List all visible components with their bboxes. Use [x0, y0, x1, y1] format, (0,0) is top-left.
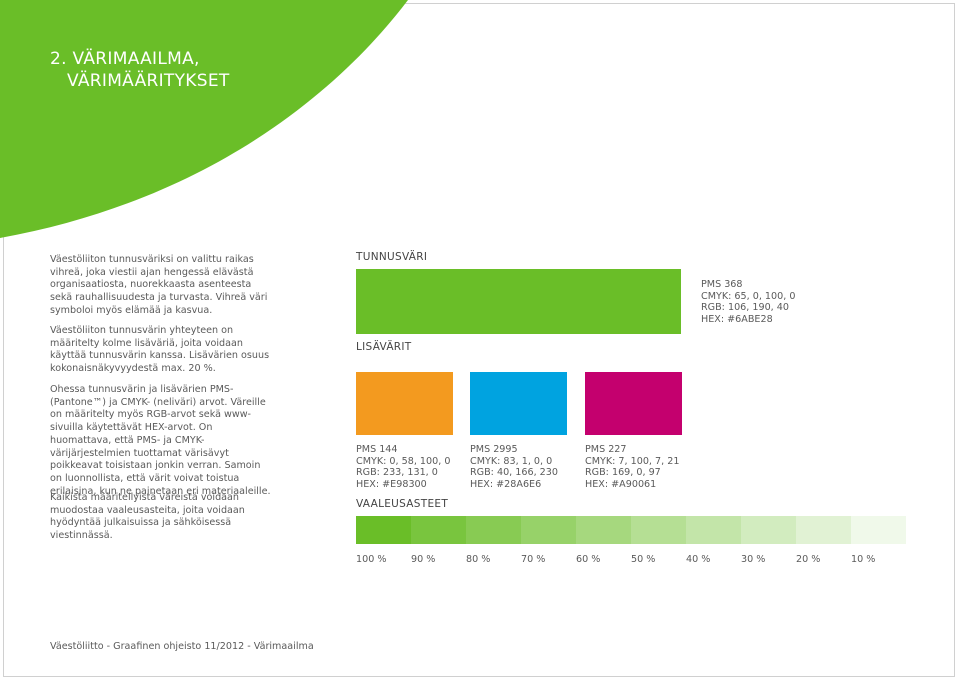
- magenta-swatch: [585, 372, 682, 435]
- primary-pms: PMS 368: [701, 279, 743, 290]
- footer-text: Väestöliitto - Graafinen ohjeisto 11/201…: [50, 641, 314, 652]
- tint-label-90: 90 %: [411, 554, 436, 565]
- intro-paragraph-2: Väestöliiton tunnusvärin yhteyteen on mä…: [50, 325, 270, 375]
- orange-hex: HEX: #E98300: [356, 479, 427, 491]
- orange-cmyk: CMYK: 0, 58, 100, 0: [356, 455, 451, 467]
- magenta-spec: PMS 227 CMYK: 7, 100, 7, 21 RGB: 169, 0,…: [585, 444, 679, 491]
- blue-pms: PMS 2995: [470, 444, 518, 455]
- tint-swatch-10: [851, 516, 906, 544]
- orange-rgb: RGB: 233, 131, 0: [356, 467, 438, 479]
- title-line-2: VÄRIMÄÄRITYKSET: [67, 71, 230, 91]
- tint-label-20: 20 %: [796, 554, 821, 565]
- tint-label-100: 100 %: [356, 554, 387, 565]
- primary-hex: HEX: #6ABE28: [701, 314, 773, 326]
- page-title: 2. VÄRIMAAILMA, VÄRIMÄÄRITYKSET: [50, 48, 230, 92]
- orange-pms: PMS 144: [356, 444, 398, 455]
- magenta-cmyk: CMYK: 7, 100, 7, 21: [585, 455, 680, 467]
- tint-label-50: 50 %: [631, 554, 656, 565]
- tint-swatch-90: [411, 516, 466, 544]
- blue-spec: PMS 2995 CMYK: 83, 1, 0, 0 RGB: 40, 166,…: [470, 444, 558, 491]
- primary-color-label: TUNNUSVÄRI: [356, 251, 428, 263]
- tint-swatch-60: [576, 516, 631, 544]
- tint-label-70: 70 %: [521, 554, 546, 565]
- tint-swatch-20: [796, 516, 851, 544]
- orange-swatch: [356, 372, 453, 435]
- intro-paragraph-3: Ohessa tunnusvärin ja lisävärien PMS- (P…: [50, 384, 271, 497]
- primary-color-swatch: [356, 269, 681, 334]
- orange-spec: PMS 144 CMYK: 0, 58, 100, 0 RGB: 233, 13…: [356, 444, 450, 491]
- tint-label-40: 40 %: [686, 554, 711, 565]
- blue-cmyk: CMYK: 83, 1, 0, 0: [470, 455, 553, 467]
- primary-color-spec: PMS 368 CMYK: 65, 0, 100, 0 RGB: 106, 19…: [701, 279, 795, 326]
- tint-label-10: 10 %: [851, 554, 876, 565]
- tint-swatch-30: [741, 516, 796, 544]
- primary-rgb: RGB: 106, 190, 40: [701, 302, 789, 314]
- blue-swatch: [470, 372, 567, 435]
- tint-label-80: 80 %: [466, 554, 491, 565]
- intro-paragraph-1: Väestöliiton tunnusväriksi on valittu ra…: [50, 254, 268, 316]
- magenta-rgb: RGB: 169, 0, 97: [585, 467, 661, 479]
- tint-label-60: 60 %: [576, 554, 601, 565]
- magenta-hex: HEX: #A90061: [585, 479, 657, 491]
- title-line-1: 2. VÄRIMAAILMA,: [50, 49, 200, 69]
- tint-label-30: 30 %: [741, 554, 766, 565]
- primary-cmyk: CMYK: 65, 0, 100, 0: [701, 290, 796, 302]
- tint-swatch-40: [686, 516, 741, 544]
- tint-swatch-80: [466, 516, 521, 544]
- tint-swatch-70: [521, 516, 576, 544]
- intro-paragraph-4: Kaikista määritellyistä väreistä voidaan…: [50, 492, 245, 542]
- tints-label: VAALEUSASTEET: [356, 498, 449, 510]
- tint-swatch-100: [356, 516, 411, 544]
- tint-swatch-50: [631, 516, 686, 544]
- blue-hex: HEX: #28A6E6: [470, 479, 542, 491]
- secondary-colors-label: LISÄVÄRIT: [356, 341, 412, 353]
- magenta-pms: PMS 227: [585, 444, 627, 455]
- page-border: [3, 3, 955, 677]
- blue-rgb: RGB: 40, 166, 230: [470, 467, 558, 479]
